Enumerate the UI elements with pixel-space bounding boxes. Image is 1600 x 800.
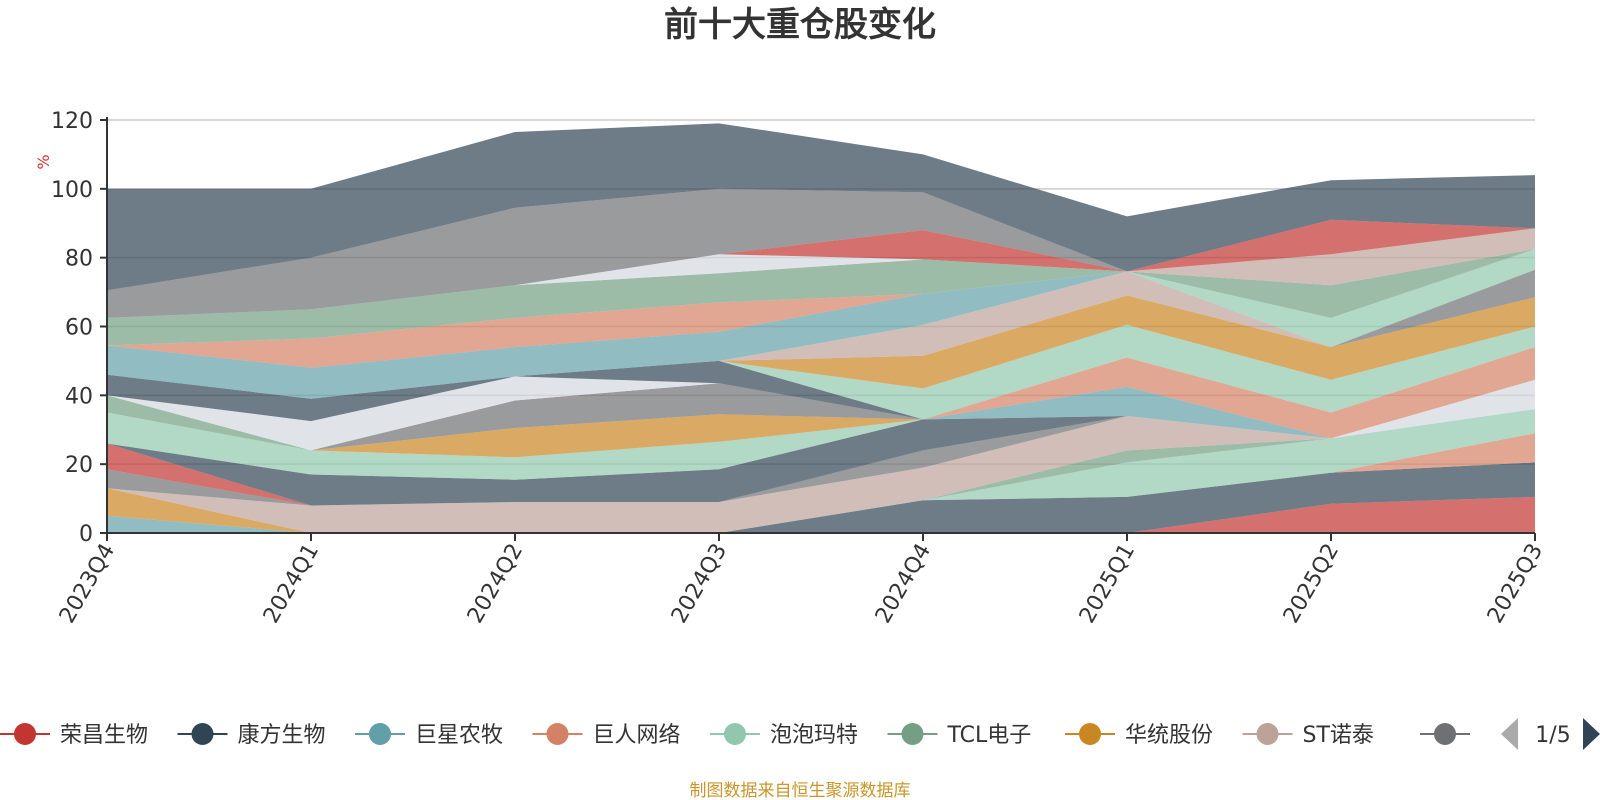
legend-item[interactable]: 华统股份 [1065, 723, 1213, 748]
x-tick-label: 2024Q2 [463, 540, 528, 628]
legend-item[interactable]: 巨星农牧 [355, 723, 503, 748]
x-tick-label: 2025Q2 [1279, 540, 1344, 628]
area-series-2 [107, 462, 1535, 533]
area-series-16 [107, 376, 1535, 451]
area-series-33 [107, 123, 1535, 291]
legend-item[interactable]: 康方生物 [177, 723, 326, 748]
legend-marker-icon [1434, 723, 1456, 745]
legend-label: 巨星农牧 [415, 723, 503, 748]
x-tick-label: 2023Q4 [55, 540, 120, 628]
y-tick-label: 20 [65, 453, 93, 478]
legend-marker-icon [369, 723, 391, 745]
area-series-11 [107, 409, 1535, 506]
area-series-15 [107, 383, 1535, 451]
legend-marker-icon [724, 723, 746, 745]
legend-label: 巨人网络 [593, 723, 681, 748]
y-tick-label: 60 [65, 316, 93, 341]
y-axis-label: % [34, 154, 53, 169]
legend: 荣昌生物 康方生物 巨星农牧 巨人网络 泡泡玛特 TCL电子 华统股份 ST诺泰 锦波生物 [0, 723, 1568, 748]
legend-label: 华统股份 [1125, 723, 1213, 748]
legend-marker-icon [901, 723, 924, 745]
legend-label: 泡泡玛特 [770, 723, 858, 748]
legend-page-label: 1/5 [1535, 723, 1570, 748]
x-tick-label: 2025Q1 [1075, 540, 1140, 628]
area-series-5 [107, 409, 1535, 533]
x-tick-label: 2024Q1 [259, 540, 324, 628]
legend-label: TCL电子 [947, 723, 1032, 748]
legend-marker-icon [14, 723, 36, 745]
y-tick-label: 100 [51, 178, 93, 203]
area-series-8 [107, 409, 1535, 533]
area-series-22 [107, 271, 1535, 399]
legend-item[interactable]: 泡泡玛特 [710, 723, 858, 748]
x-tick-label: 2025Q3 [1483, 540, 1548, 628]
y-tick-label: 120 [51, 109, 93, 134]
legend-label: 荣昌生物 [60, 723, 148, 748]
legend-item[interactable]: 荣昌生物 [0, 723, 148, 748]
area-series-14 [107, 395, 1535, 458]
legend-marker-icon [546, 723, 569, 745]
legend-marker-icon [1256, 723, 1279, 745]
area-series-24 [107, 271, 1535, 368]
area-series-23 [107, 271, 1535, 399]
legend-label: 康方生物 [238, 723, 326, 748]
area-series-9 [107, 409, 1535, 506]
legend-label: ST诺泰 [1303, 723, 1374, 748]
legend-item[interactable]: 锦波生物 [1420, 723, 1568, 748]
legend-marker-icon [191, 723, 214, 745]
area-series-31 [107, 219, 1535, 318]
legend-prev-page-icon[interactable] [1501, 718, 1518, 750]
y-tick-label: 40 [65, 384, 93, 409]
y-tick-label: 0 [79, 522, 93, 547]
area-series-1 [107, 496, 1535, 533]
legend-item[interactable]: TCL电子 [887, 723, 1032, 748]
chart-title: 前十大重仓股变化 [664, 5, 936, 45]
y-tick-label: 80 [65, 247, 93, 272]
legend-pager: 1/5 [1501, 718, 1600, 750]
area-series-20 [107, 324, 1535, 420]
area-series-21 [107, 295, 1535, 399]
x-tick-label: 2024Q4 [871, 540, 936, 628]
legend-item[interactable]: ST诺泰 [1242, 723, 1374, 748]
legend-item[interactable]: 巨人网络 [532, 723, 681, 748]
area-series-28 [107, 228, 1535, 318]
area-series-32 [107, 188, 1535, 318]
series-areas [107, 123, 1535, 533]
x-tick-label: 2024Q3 [667, 540, 732, 628]
area-series-7 [107, 409, 1535, 533]
area-series-18 [107, 347, 1535, 439]
area-series-12 [107, 409, 1535, 480]
area-series-27 [107, 249, 1535, 346]
legend-marker-icon [1079, 723, 1101, 745]
data-source-note: 制图数据来自恒生聚源数据库 [690, 781, 911, 800]
legend-next-page-icon[interactable] [1583, 718, 1600, 750]
